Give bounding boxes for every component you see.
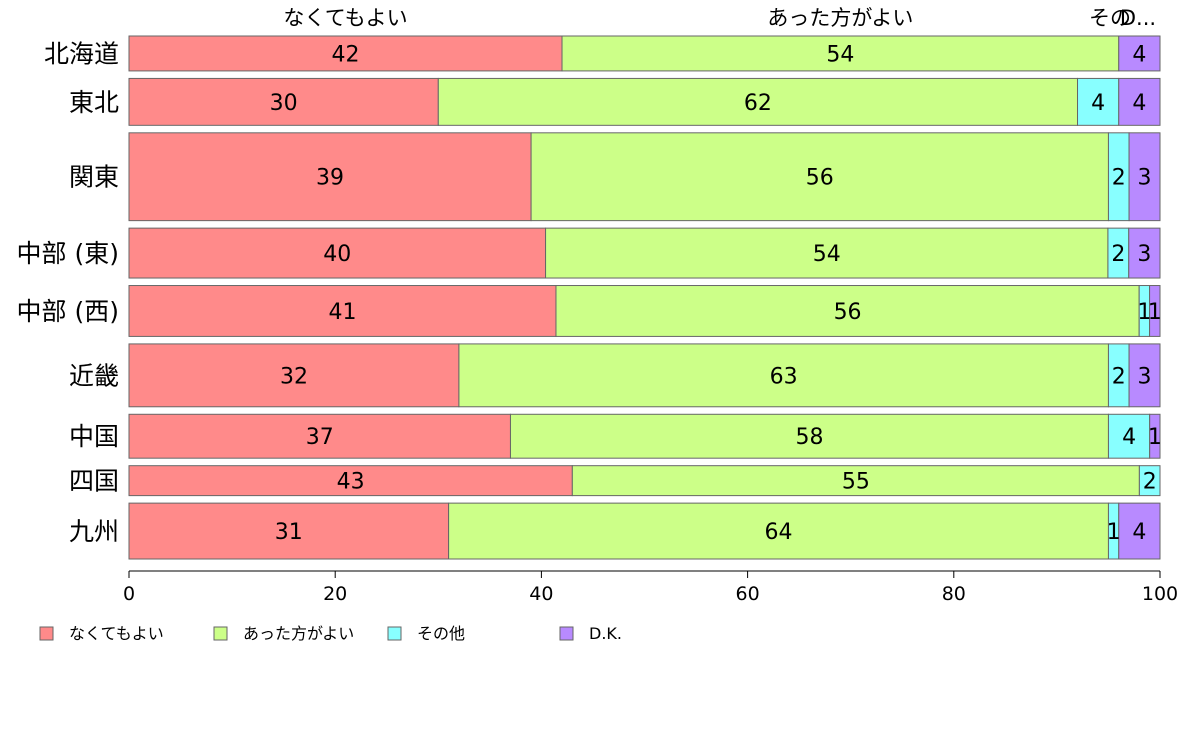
data-label: 30 [270, 91, 298, 116]
data-label: 1 [1107, 520, 1121, 545]
data-label: 54 [813, 242, 841, 267]
legend: なくてもよい あった方がよい その他 D.K. [39, 624, 622, 643]
category-label: 北海道 [44, 39, 119, 68]
bar-segment [128, 465, 573, 497]
bar-segment [128, 35, 563, 72]
legend-label: なくてもよい [69, 624, 164, 643]
bar-segment [128, 77, 439, 126]
bar-segment [458, 343, 1109, 408]
bar-segment [128, 413, 511, 459]
bar-segment [1118, 35, 1161, 72]
data-label: 3 [1138, 166, 1152, 191]
data-label: 2 [1112, 166, 1126, 191]
bar-segment [1118, 502, 1161, 560]
data-label: 39 [316, 166, 344, 191]
bar-segment [1149, 413, 1161, 459]
category-label: 関東 [69, 163, 119, 192]
bar-segment [530, 132, 1109, 222]
legend-label: D.K. [589, 624, 622, 643]
top-label: D... [1120, 6, 1156, 30]
category-label: 近畿 [69, 361, 119, 390]
legend-swatch [387, 626, 402, 641]
bar-segment [437, 77, 1079, 126]
data-label: 63 [770, 364, 798, 389]
data-label: 2 [1112, 364, 1126, 389]
legend-swatch [39, 626, 54, 641]
data-label: 56 [834, 300, 862, 325]
x-tick-label: 0 [123, 583, 135, 605]
data-label: 1 [1137, 300, 1151, 325]
data-label: 4 [1122, 425, 1136, 450]
data-label: 37 [306, 425, 334, 450]
bar-segment [1128, 343, 1161, 408]
data-label: 64 [765, 520, 793, 545]
data-label: 54 [826, 42, 854, 67]
x-tick-label: 40 [529, 583, 553, 605]
bar-segment [509, 413, 1109, 459]
legend-label: あった方がよい [243, 624, 354, 643]
data-label: 2 [1111, 242, 1125, 267]
x-axis: 0 20 40 60 80 100 [123, 570, 1178, 605]
legend-swatch [213, 626, 228, 641]
bar-segment [128, 343, 460, 408]
bar-segment [1138, 465, 1161, 497]
x-tick-label: 100 [1142, 583, 1178, 605]
bars-group [128, 35, 1161, 560]
bar-segment [561, 35, 1120, 72]
category-label: 中部 (西) [17, 297, 119, 326]
top-label: その [1089, 6, 1131, 30]
bar-segment [128, 227, 547, 279]
data-label: 62 [744, 91, 772, 116]
category-label: 中部 (東) [17, 239, 119, 268]
x-tick-label: 80 [942, 583, 966, 605]
data-label: 43 [337, 470, 365, 495]
bar-segment [1118, 77, 1161, 126]
legend-label: その他 [417, 624, 465, 643]
data-label: 1 [1148, 300, 1162, 325]
data-label: 55 [842, 470, 870, 495]
bar-segment [571, 465, 1140, 497]
bar-segment [128, 132, 532, 222]
data-label: 32 [280, 364, 308, 389]
top-label: あった方がよい [767, 6, 913, 30]
top-label: なくてもよい [283, 6, 407, 30]
data-label: 3 [1137, 242, 1151, 267]
bar-segment [1128, 227, 1161, 279]
bar-segment [545, 227, 1109, 279]
data-label: 3 [1138, 364, 1152, 389]
data-label: 2 [1143, 470, 1157, 495]
category-label: 東北 [69, 88, 119, 117]
data-label: 31 [275, 520, 303, 545]
data-label: 4 [1091, 91, 1105, 116]
category-label: 四国 [69, 467, 119, 496]
x-tick-label: 60 [736, 583, 760, 605]
data-label: 41 [328, 300, 356, 325]
category-label: 九州 [69, 517, 119, 546]
data-label: 40 [323, 242, 351, 267]
category-label: 中国 [69, 422, 119, 451]
data-label: 58 [795, 425, 823, 450]
bar-segment [128, 285, 557, 337]
data-label: 42 [332, 42, 360, 67]
data-label: 4 [1132, 91, 1146, 116]
legend-swatch [559, 626, 574, 641]
bar-segment [1107, 413, 1151, 459]
data-label: 1 [1148, 425, 1162, 450]
bar-segment [448, 502, 1109, 560]
bar-segment [1128, 132, 1161, 222]
x-tick-label: 20 [323, 583, 347, 605]
data-label: 56 [806, 166, 834, 191]
bar-segment [1149, 285, 1161, 337]
bar-segment [1077, 77, 1120, 126]
top-labels-group: なくてもよい あった方がよい そのD... [283, 6, 1156, 30]
data-label: 4 [1132, 42, 1146, 67]
data-label: 4 [1132, 520, 1146, 545]
bar-segment [128, 502, 450, 560]
